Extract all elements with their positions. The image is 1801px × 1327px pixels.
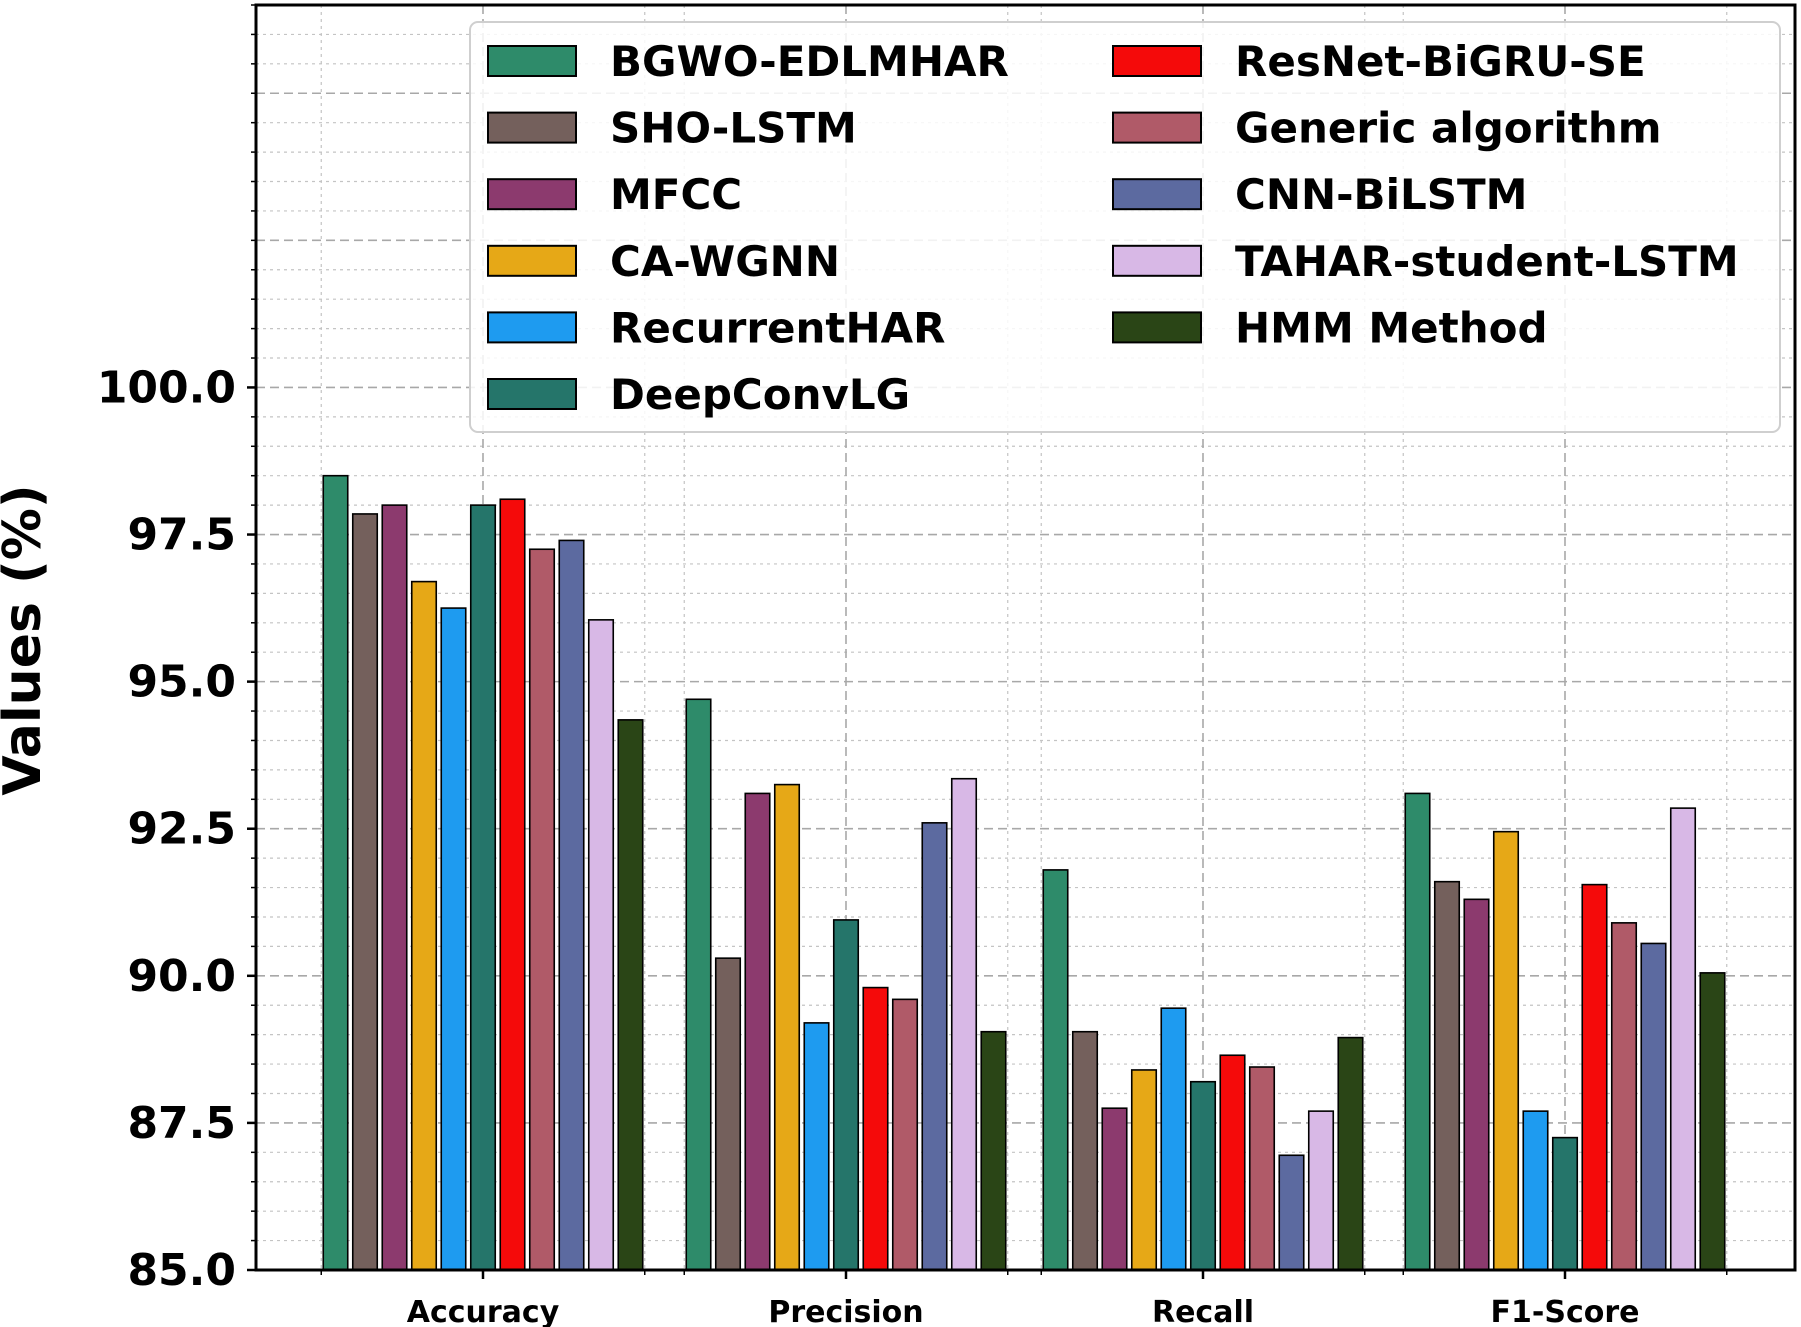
legend-entry-resnet-bigru-se: ResNet-BiGRU-SE bbox=[1112, 37, 1646, 86]
bar-hmm-method-accuracy bbox=[617, 719, 644, 1271]
bar-mfcc-f1-score bbox=[1463, 898, 1490, 1271]
bar-deepconvlg-accuracy bbox=[469, 504, 497, 1271]
y-tick-label: 97.5 bbox=[127, 510, 236, 561]
legend-label: DeepConvLG bbox=[610, 370, 910, 419]
bar-tahar-student-lstm-precision bbox=[950, 777, 978, 1271]
legend-box bbox=[469, 21, 1781, 433]
bar-recurrenthar-precision bbox=[803, 1022, 830, 1271]
bar-cnn-bilstm-f1-score bbox=[1640, 942, 1667, 1271]
bars bbox=[322, 474, 1726, 1271]
bar-recurrenthar-recall bbox=[1160, 1007, 1187, 1271]
legend-label: Generic algorithm bbox=[1235, 104, 1661, 153]
legend-entry-deepconvlg: DeepConvLG bbox=[487, 370, 910, 419]
bar-mfcc-accuracy bbox=[381, 504, 408, 1271]
legend-label: CA-WGNN bbox=[610, 237, 840, 286]
legend-label: BGWO-EDLMHAR bbox=[610, 37, 1009, 86]
bar-deepconvlg-precision bbox=[832, 919, 860, 1271]
bar-generic-algorithm-f1-score bbox=[1610, 922, 1638, 1271]
legend-swatch bbox=[487, 244, 577, 277]
legend-entry-hmm-method: HMM Method bbox=[1112, 303, 1548, 352]
bar-ca-wgnn-accuracy bbox=[410, 580, 438, 1271]
bar-hmm-method-f1-score bbox=[1699, 972, 1726, 1271]
y-tick-label: 87.5 bbox=[127, 1098, 236, 1149]
bar-ca-wgnn-precision bbox=[773, 783, 801, 1271]
legend: BGWO-EDLMHAR SHO-LSTM MFCC CA-WGNN Recurrent… bbox=[469, 21, 1781, 433]
y-axis-label: Values (%) bbox=[0, 484, 53, 795]
legend-swatch bbox=[1112, 178, 1202, 211]
bar-generic-algorithm-precision bbox=[891, 998, 919, 1271]
bar-ca-wgnn-f1-score bbox=[1492, 830, 1520, 1271]
bar-mfcc-precision bbox=[744, 792, 771, 1271]
bar-mfcc-recall bbox=[1101, 1107, 1128, 1271]
bar-bgwo-edlmhar-precision bbox=[685, 698, 712, 1271]
bar-recurrenthar-f1-score bbox=[1522, 1110, 1549, 1271]
legend-entry-recurrenthar: RecurrentHAR bbox=[487, 303, 946, 352]
legend-swatch bbox=[1112, 45, 1202, 77]
bar-hmm-method-precision bbox=[980, 1030, 1007, 1271]
bar-sho-lstm-accuracy bbox=[351, 513, 379, 1271]
y-tick-label: 95.0 bbox=[127, 657, 236, 708]
legend-swatch bbox=[1112, 311, 1202, 344]
bar-hmm-method-recall bbox=[1337, 1036, 1364, 1271]
bar-cnn-bilstm-precision bbox=[921, 822, 948, 1271]
bar-resnet-bigru-se-recall bbox=[1219, 1054, 1246, 1271]
bar-deepconvlg-f1-score bbox=[1551, 1136, 1579, 1271]
legend-swatch bbox=[487, 45, 577, 77]
y-tick-label: 100.0 bbox=[97, 362, 236, 413]
bar-resnet-bigru-se-precision bbox=[862, 986, 889, 1271]
bar-sho-lstm-precision bbox=[714, 957, 742, 1271]
legend-swatch bbox=[1112, 111, 1202, 144]
bar-resnet-bigru-se-f1-score bbox=[1581, 883, 1608, 1271]
bar-ca-wgnn-recall bbox=[1130, 1069, 1158, 1271]
legend-entry-ca-wgnn: CA-WGNN bbox=[487, 237, 840, 286]
legend-swatch bbox=[487, 311, 577, 344]
bar-generic-algorithm-accuracy bbox=[528, 548, 556, 1271]
bar-sho-lstm-f1-score bbox=[1433, 880, 1461, 1271]
axis-ticks: 85.0 87.5 90.0 92.5 95.0 97.5 100.0 Accuracy Pre… bbox=[97, 4, 1728, 1327]
bar-recurrenthar-accuracy bbox=[440, 607, 467, 1271]
legend-entry-sho-lstm: SHO-LSTM bbox=[487, 104, 857, 153]
x-tick-label-f1-score: F1-Score bbox=[1491, 1295, 1640, 1327]
legend-entry-tahar-student-lstm: TAHAR-student-LSTM bbox=[1112, 237, 1739, 286]
x-tick-label-precision: Precision bbox=[768, 1295, 923, 1327]
legend-swatch bbox=[1112, 244, 1202, 277]
x-tick-label-recall: Recall bbox=[1152, 1295, 1254, 1327]
bar-generic-algorithm-recall bbox=[1248, 1066, 1276, 1271]
bar-tahar-student-lstm-recall bbox=[1307, 1110, 1335, 1271]
y-tick-label: 90.0 bbox=[127, 951, 236, 1002]
bar-tahar-student-lstm-f1-score bbox=[1669, 807, 1697, 1271]
legend-label: SHO-LSTM bbox=[610, 104, 857, 153]
legend-label: ResNet-BiGRU-SE bbox=[1235, 37, 1646, 86]
bar-resnet-bigru-se-accuracy bbox=[499, 498, 526, 1271]
bar-cnn-bilstm-recall bbox=[1278, 1154, 1305, 1271]
x-tick-label-accuracy: Accuracy bbox=[407, 1295, 560, 1327]
legend-label: RecurrentHAR bbox=[610, 303, 946, 352]
legend-swatch bbox=[487, 378, 577, 410]
legend-label: CNN-BiLSTM bbox=[1235, 170, 1527, 219]
bar-bgwo-edlmhar-recall bbox=[1042, 869, 1069, 1271]
legend-swatch bbox=[487, 178, 577, 211]
legend-entry-generic-algorithm: Generic algorithm bbox=[1112, 104, 1661, 153]
bar-sho-lstm-recall bbox=[1071, 1030, 1099, 1271]
legend-entry-cnn-bilstm: CNN-BiLSTM bbox=[1112, 170, 1527, 219]
legend-label: HMM Method bbox=[1235, 303, 1548, 352]
bar-tahar-student-lstm-accuracy bbox=[587, 619, 615, 1271]
y-tick-label: 92.5 bbox=[127, 804, 236, 855]
legend-entry-mfcc: MFCC bbox=[487, 170, 742, 219]
plot-frame bbox=[254, 3, 1797, 1272]
legend-swatch bbox=[487, 111, 577, 144]
legend-entry-bgwo-edlmhar: BGWO-EDLMHAR bbox=[487, 37, 1009, 86]
legend-label: TAHAR-student-LSTM bbox=[1235, 237, 1739, 286]
bar-bgwo-edlmhar-f1-score bbox=[1404, 792, 1431, 1271]
bar-bgwo-edlmhar-accuracy bbox=[322, 474, 349, 1271]
legend-label: MFCC bbox=[610, 170, 742, 219]
y-tick-label: 85.0 bbox=[127, 1245, 236, 1296]
bar-deepconvlg-recall bbox=[1189, 1080, 1217, 1271]
bar-cnn-bilstm-accuracy bbox=[558, 539, 585, 1271]
